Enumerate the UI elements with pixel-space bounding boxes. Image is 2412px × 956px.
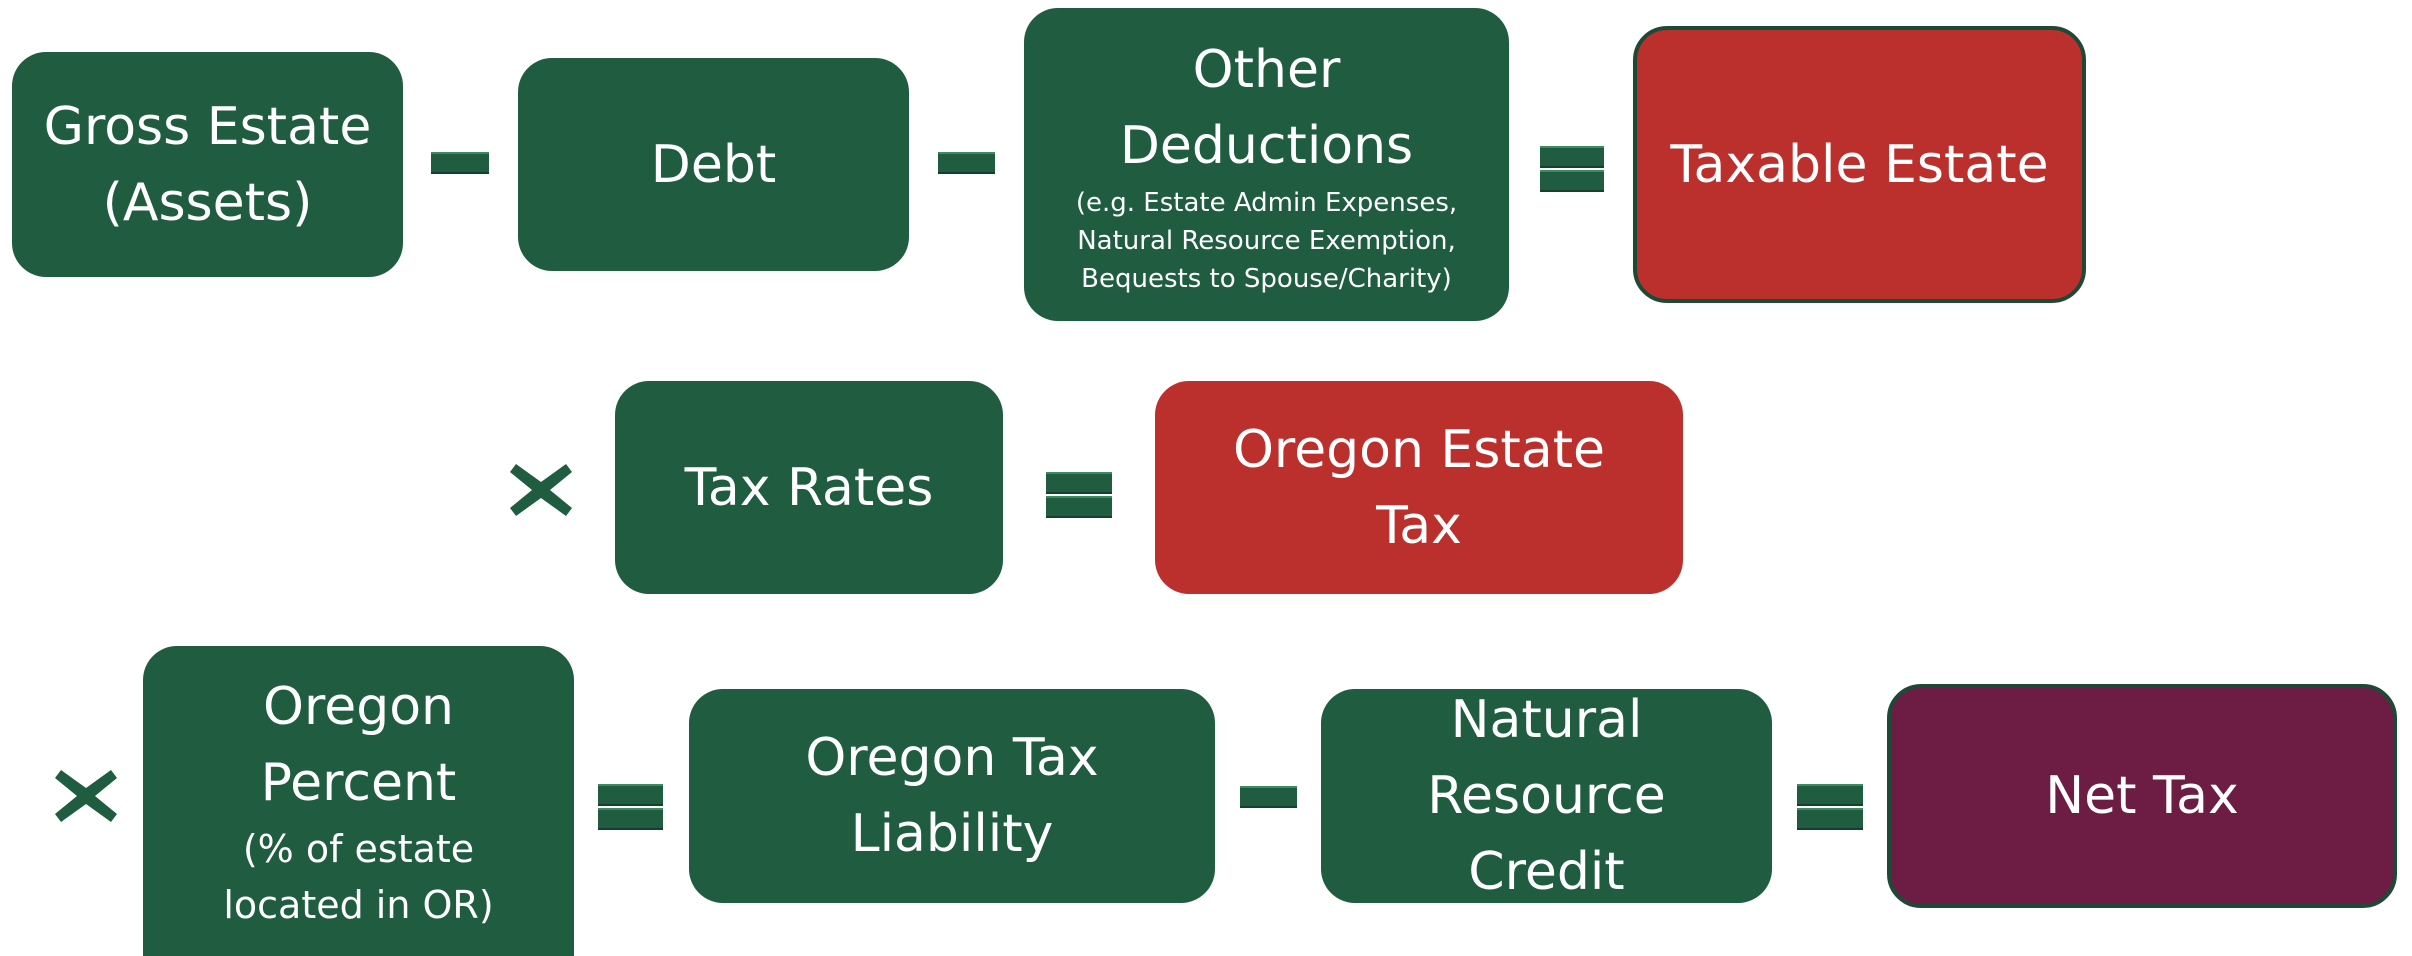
equals [598,808,663,830]
node-note: (e.g. Estate Admin Expenses, [1075,187,1458,218]
times [510,464,572,516]
equals [1540,170,1604,192]
node-label: Oregon Estate [1232,419,1606,480]
node-label: Debt [650,134,777,195]
node-label: Other [1192,39,1341,100]
node-label: Resource [1427,766,1666,826]
node-label: (Assets) [102,172,313,233]
node: Oregon Percent (% of estate located in O… [143,646,574,956]
node-label: Natural [1450,690,1643,750]
minus [1240,786,1297,808]
node-note: located in OR) [223,883,494,927]
node-label: Liability [850,804,1054,864]
times [55,770,117,822]
node: Taxable Estate [1633,26,2086,303]
node-label: Deductions [1119,115,1414,176]
equals [1797,808,1863,830]
equals [1046,472,1112,494]
node: Natural Resource Credit [1321,689,1772,903]
node-label: Net Tax [2045,766,2239,826]
node-note: Natural Resource Exemption, [1077,225,1456,256]
node: Debt [518,58,909,271]
node-note: Bequests to Spouse/Charity) [1081,263,1452,294]
node: Net Tax [1887,684,2397,908]
equals [1540,146,1604,168]
minus [431,152,489,174]
node: Tax Rates [615,381,1003,594]
node-label: Tax Rates [684,457,934,518]
node-label: Gross Estate [43,96,372,157]
equals [598,784,663,806]
node-label: Tax [1376,495,1462,556]
node: Other Deductions (e.g. Estate Admin Expe… [1024,8,1509,321]
node: Oregon Estate Tax [1155,381,1683,594]
node-label: Oregon [263,677,454,737]
node-label: Taxable Estate [1670,134,2049,195]
node-label: Percent [260,753,457,813]
node-note: (% of estate [242,827,475,871]
minus [938,152,995,174]
equals [1797,784,1863,806]
equals [1046,496,1112,518]
node-label: Oregon Tax [805,728,1099,788]
node-label: Credit [1468,842,1625,902]
node: Oregon Tax Liability [689,689,1215,903]
node: Gross Estate (Assets) [12,52,403,277]
